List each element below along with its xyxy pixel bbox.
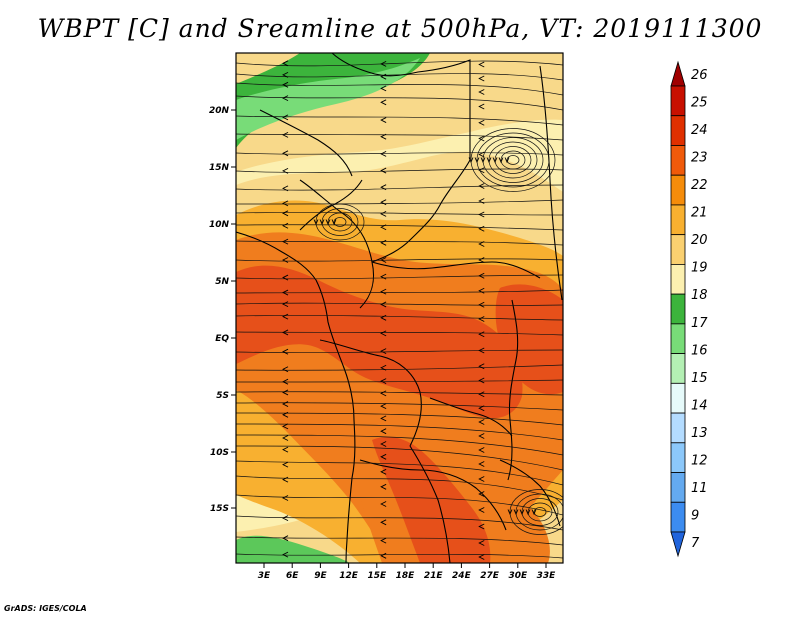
colorbar-label-20: 20: [691, 233, 708, 248]
colorbar-segment-14: [671, 502, 685, 532]
colorbar-segment-1: [671, 116, 685, 146]
colorbar-segment-9: [671, 354, 685, 384]
colorbar-label-17: 17: [691, 316, 708, 331]
colorbar-segment-10: [671, 383, 685, 413]
lon-label-33E: 33E: [537, 571, 557, 581]
colorbar-label-22: 22: [691, 178, 708, 193]
lat-label-20N: 20N: [209, 106, 230, 116]
lat-label-10N: 10N: [209, 220, 230, 230]
map-figure: 20N 15N 10N 5N EQ 5S 10S 15S 3E 6E 9E 12E 15E 18E 21E…: [0, 0, 800, 618]
latitude-axis: 20N 15N 10N 5N EQ 5S 10S 15S: [209, 106, 236, 514]
lon-label-27E: 27E: [480, 571, 500, 581]
colorbar-segment-0: [671, 86, 685, 116]
colorbar: 26 25 24 23 22 21 20 19 18 17 16 15 14 13 12 11 9 7: [671, 62, 708, 556]
lon-label-24E: 24E: [452, 571, 472, 581]
colorbar-label-13: 13: [691, 426, 708, 441]
colorbar-label-16: 16: [691, 343, 708, 358]
lon-label-6E: 6E: [286, 571, 299, 581]
colorbar-label-14: 14: [691, 398, 708, 413]
colorbar-bottom-arrow: [671, 532, 685, 556]
colorbar-segment-6: [671, 264, 685, 294]
colorbar-label-19: 19: [691, 261, 708, 276]
grads-credit: GrADS: IGES/COLA: [4, 604, 87, 613]
lon-label-18E: 18E: [396, 571, 416, 581]
colorbar-segment-12: [671, 443, 685, 473]
colorbar-label-9: 9: [691, 508, 699, 523]
plot-area: [236, 53, 570, 563]
colorbar-label-24: 24: [691, 123, 708, 138]
colorbar-label-21: 21: [691, 206, 708, 221]
colorbar-label-12: 12: [691, 453, 708, 468]
lat-label-EQ: EQ: [215, 334, 229, 344]
lon-label-30E: 30E: [508, 571, 528, 581]
colorbar-label-25: 25: [691, 96, 708, 111]
colorbar-segment-5: [671, 235, 685, 265]
lat-label-5N: 5N: [215, 277, 229, 287]
colorbar-segment-13: [671, 473, 685, 503]
lon-label-12E: 12E: [339, 571, 359, 581]
lat-label-10S: 10S: [210, 448, 229, 458]
colorbar-segment-2: [671, 145, 685, 175]
lat-label-15N: 15N: [209, 163, 230, 173]
colorbar-segment-4: [671, 205, 685, 235]
lat-label-15S: 15S: [210, 504, 229, 514]
colorbar-segment-3: [671, 175, 685, 205]
colorbar-label-11: 11: [691, 481, 708, 496]
colorbar-segment-11: [671, 413, 685, 443]
longitude-axis: 3E 6E 9E 12E 15E 18E 21E 24E 27E 30E 33E: [258, 563, 556, 581]
lon-label-15E: 15E: [367, 571, 387, 581]
colorbar-top-arrow: [671, 62, 685, 86]
colorbar-segment-7: [671, 294, 685, 324]
lon-label-9E: 9E: [314, 571, 327, 581]
colorbar-segment-8: [671, 324, 685, 354]
colorbar-label-7: 7: [691, 536, 700, 551]
colorbar-label-18: 18: [691, 288, 708, 303]
lon-label-3E: 3E: [258, 571, 271, 581]
colorbar-label-23: 23: [691, 151, 708, 166]
lat-label-5S: 5S: [216, 391, 229, 401]
lon-label-21E: 21E: [424, 571, 444, 581]
colorbar-label-26: 26: [691, 68, 708, 83]
colorbar-label-15: 15: [691, 371, 708, 386]
